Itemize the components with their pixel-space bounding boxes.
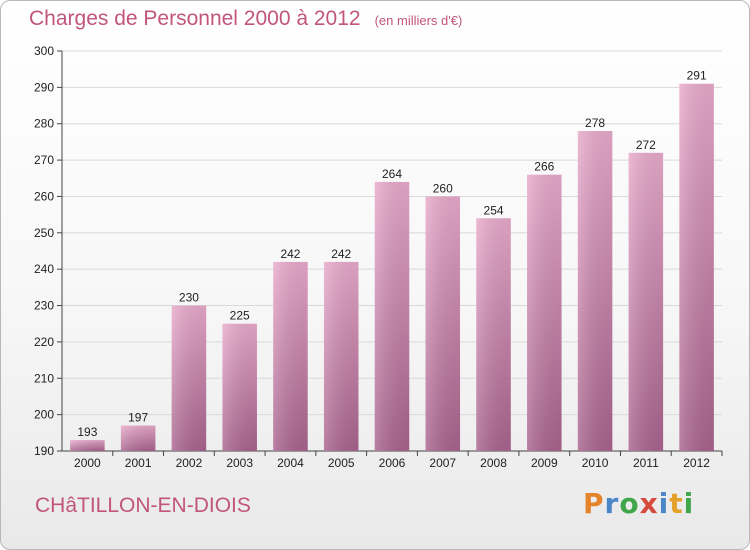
data-label: 291 bbox=[687, 69, 707, 83]
data-label: 264 bbox=[382, 167, 402, 181]
bar-shine bbox=[222, 323, 257, 451]
bars bbox=[70, 83, 714, 452]
bar-shine bbox=[425, 196, 461, 451]
bar-shine bbox=[628, 152, 664, 451]
bar-shine bbox=[476, 218, 511, 451]
x-tick-label: 2007 bbox=[429, 456, 456, 470]
bar-shine bbox=[70, 440, 105, 451]
data-label: 193 bbox=[77, 425, 97, 439]
x-tick-label: 2004 bbox=[277, 456, 304, 470]
bar-shine bbox=[273, 261, 308, 451]
x-tick-label: 2006 bbox=[379, 456, 406, 470]
proxiti-logo: Proxiti bbox=[583, 487, 695, 520]
bar-shine bbox=[577, 131, 613, 451]
y-tick-label: 300 bbox=[34, 44, 54, 58]
data-label: 266 bbox=[534, 160, 554, 174]
data-label: 230 bbox=[179, 291, 199, 305]
x-tick-label: 2011 bbox=[633, 456, 659, 470]
y-tick-label: 250 bbox=[34, 226, 54, 240]
bar-shine bbox=[323, 261, 359, 451]
y-tick-label: 230 bbox=[34, 299, 54, 313]
y-tick-label: 290 bbox=[34, 80, 54, 94]
x-tick-label: 2009 bbox=[531, 456, 558, 470]
data-label: 254 bbox=[484, 203, 504, 217]
bar-shine bbox=[171, 305, 207, 451]
x-tick-label: 2010 bbox=[582, 456, 609, 470]
bar-shine bbox=[527, 174, 562, 452]
data-label: 197 bbox=[128, 411, 148, 425]
y-tick-label: 220 bbox=[34, 335, 54, 349]
data-label: 272 bbox=[636, 138, 656, 152]
x-tick-label: 2005 bbox=[328, 456, 355, 470]
x-tick-label: 2002 bbox=[176, 456, 203, 470]
y-tick-label: 240 bbox=[34, 262, 54, 276]
x-tick-label: 2001 bbox=[125, 456, 152, 470]
data-label: 242 bbox=[280, 247, 300, 261]
x-tick-label: 2000 bbox=[74, 456, 101, 470]
x-tick-label: 2003 bbox=[226, 456, 253, 470]
y-tick-label: 260 bbox=[34, 189, 54, 203]
labels: 2000 193 2001 197 2002 230 2003 225 2004 242 2005 2… bbox=[74, 69, 710, 470]
y-tick-label: 210 bbox=[34, 371, 54, 385]
chart-title-text: Charges de Personnel 2000 à 2012 bbox=[29, 7, 361, 30]
chart-unit: (en milliers d'€) bbox=[374, 13, 463, 28]
bar-shine bbox=[120, 425, 156, 451]
data-label: 225 bbox=[230, 309, 250, 323]
y-tick-label: 200 bbox=[34, 408, 54, 422]
data-label: 278 bbox=[585, 116, 605, 130]
bar-shine bbox=[679, 83, 714, 452]
y-tick-label: 190 bbox=[34, 444, 54, 458]
data-label: 260 bbox=[433, 181, 453, 195]
data-label: 242 bbox=[331, 247, 351, 261]
y-tick-label: 280 bbox=[34, 117, 54, 131]
x-tick-label: 2012 bbox=[683, 456, 710, 470]
place-name: CHâTILLON-EN-DIOIS bbox=[35, 494, 251, 517]
x-tick-label: 2008 bbox=[480, 456, 507, 470]
chart-title: Charges de Personnel 2000 à 2012 (en mill… bbox=[29, 7, 462, 31]
bar-shine bbox=[374, 181, 410, 451]
y-tick-label: 270 bbox=[34, 153, 54, 167]
